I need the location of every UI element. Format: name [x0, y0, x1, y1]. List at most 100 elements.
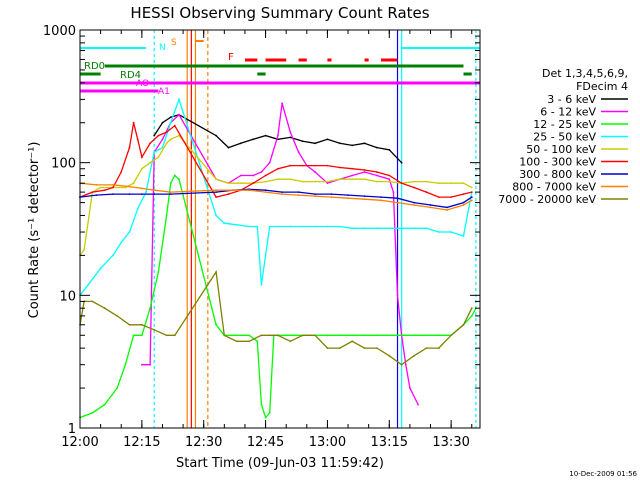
series-0-point-14 — [338, 142, 341, 145]
series-2-point-15 — [235, 334, 238, 337]
series-3-point-22 — [314, 225, 316, 228]
y-tick-label-3: 1000 — [43, 24, 76, 39]
series-6-point-4 — [141, 193, 143, 196]
series-4-point-30 — [425, 180, 428, 183]
series-7-point-3 — [128, 185, 131, 188]
series-2-point-28 — [351, 334, 354, 337]
series-1-point-25 — [392, 191, 395, 194]
series-6-point-21 — [446, 206, 448, 209]
series-4-point-27 — [388, 180, 391, 183]
series-5-point-28 — [400, 182, 403, 185]
series-4-point-14 — [227, 182, 230, 185]
series-1-point-0 — [141, 363, 143, 366]
annotation-N: N — [159, 43, 166, 53]
series-2-point-2 — [103, 403, 106, 406]
series-4-point-10 — [165, 142, 168, 145]
series-5-point-30 — [425, 191, 428, 194]
series-0-point-16 — [363, 142, 366, 145]
series-6-point-20 — [429, 204, 432, 206]
series-7-point-10 — [264, 191, 267, 194]
series-3-point-19 — [277, 225, 279, 228]
series-8-point-24 — [376, 347, 378, 349]
series-0-point-10 — [289, 136, 292, 139]
series-7-point-8 — [231, 189, 234, 192]
series-0-point-1 — [161, 121, 164, 124]
series-3-point-16 — [256, 225, 259, 228]
series-5-point-2 — [103, 189, 106, 192]
series-4-point-7 — [141, 167, 143, 170]
series-5-point-13 — [215, 196, 218, 199]
series-8-point-6 — [141, 323, 143, 326]
series-7-point-9 — [248, 189, 251, 192]
series-2-point-31 — [388, 334, 391, 337]
series-6-point-3 — [128, 193, 131, 196]
series-8-point-29 — [437, 347, 440, 349]
series-1-point-23 — [376, 174, 378, 177]
series-6-point-18 — [396, 197, 399, 200]
series-1-point-2 — [149, 363, 152, 366]
series-7-point-23 — [470, 199, 473, 202]
series-8-point-22 — [351, 340, 354, 343]
series-0-point-12 — [314, 142, 316, 145]
legend-label-3: 25 - 50 keV — [533, 131, 596, 144]
series-4-point-5 — [124, 186, 127, 189]
series-3-point-23 — [326, 225, 329, 228]
series-4-point-12 — [178, 134, 180, 137]
series-5-point-32 — [450, 196, 452, 199]
series-line-3 — [79, 97, 473, 296]
series-8-point-17 — [289, 340, 292, 343]
series-8-point-15 — [268, 334, 271, 337]
series-5-point-8 — [141, 156, 143, 159]
series-4-point-3 — [99, 186, 102, 189]
series-5-point-25 — [363, 169, 366, 171]
series-6-point-15 — [347, 194, 349, 197]
series-5-point-20 — [301, 164, 304, 167]
series-5-point-9 — [149, 142, 152, 145]
series-3-point-3 — [112, 254, 114, 257]
series-3-point-30 — [413, 227, 415, 230]
series-7-point-11 — [281, 193, 283, 196]
series-4-point-21 — [314, 180, 316, 183]
series-8-point-13 — [248, 340, 251, 343]
series-2-point-39 — [470, 315, 473, 317]
series-5-point-27 — [388, 174, 391, 177]
series-5-point-11 — [165, 131, 168, 134]
series-5-point-7 — [136, 138, 139, 141]
x-tick-label-2: 12:30 — [185, 435, 222, 450]
series-4-point-22 — [326, 180, 329, 183]
series-4-point-9 — [157, 156, 160, 159]
series-2-point-1 — [91, 412, 94, 414]
series-4-point-33 — [462, 182, 465, 185]
x-tick-label-0: 12:00 — [61, 435, 98, 450]
series-line-8 — [79, 270, 473, 366]
legend-label-0: 3 - 6 keV — [547, 93, 596, 106]
series-1-point-13 — [277, 134, 279, 137]
timestamp-label: 10-Dec-2009 01:56 — [569, 470, 637, 478]
series-5-point-4 — [120, 171, 123, 173]
series-5-point-19 — [289, 164, 292, 167]
series-line-1 — [141, 103, 419, 405]
series-2-point-27 — [338, 334, 341, 337]
series-6-point-23 — [470, 196, 473, 199]
series-8-point-14 — [260, 334, 263, 337]
series-7-point-4 — [141, 187, 143, 190]
legend-label-6: 300 - 800 keV — [519, 168, 596, 181]
series-4-point-19 — [289, 178, 292, 181]
series-3-point-1 — [87, 283, 90, 286]
series-0-point-13 — [326, 138, 329, 141]
annotation-RD4: RD4 — [120, 70, 141, 81]
series-7-point-22 — [462, 204, 465, 206]
legend-label-1: 6 - 12 keV — [540, 106, 596, 119]
series-2-point-11 — [173, 174, 176, 177]
series-4-point-17 — [264, 180, 267, 183]
series-3-point-24 — [338, 225, 341, 228]
series-3-point-9 — [161, 146, 164, 149]
series-6-point-19 — [413, 201, 415, 204]
series-8-point-26 — [400, 363, 403, 366]
series-8-point-12 — [235, 340, 238, 343]
legend-label-4: 50 - 100 keV — [526, 143, 596, 156]
series-2-point-10 — [169, 182, 172, 185]
series-8-point-20 — [326, 347, 329, 349]
series-4-point-11 — [169, 138, 172, 141]
series-6-point-5 — [153, 193, 156, 196]
